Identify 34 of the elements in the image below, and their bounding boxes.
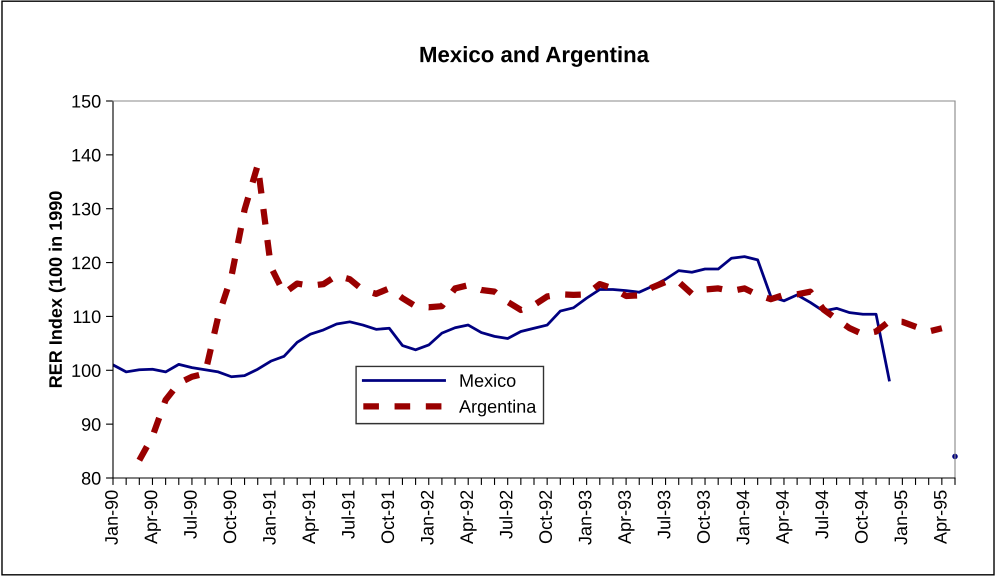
x-tick-label: Jan-93 (578, 490, 592, 545)
x-tick-label: Jul-92 (499, 490, 513, 539)
x-tick-label: Jul-94 (815, 490, 828, 539)
y-tick-label: 110 (74, 310, 100, 324)
x-tick-label: Oct-90 (223, 490, 236, 544)
y-axis-title: RER Index (100 in 1990 (48, 191, 66, 388)
y-tick-label: 120 (72, 256, 100, 270)
x-tick-label: Oct-91 (381, 490, 394, 544)
x-tick-label: Apr-93 (618, 490, 635, 544)
legend-label: Mexico (460, 374, 516, 387)
x-tick-label: Jul-91 (341, 490, 355, 539)
x-tick-label: Jan-90 (105, 490, 118, 545)
x-tick-label: Jan-95 (894, 490, 908, 545)
x-tick-label: Apr-94 (776, 490, 792, 544)
x-tick-label: Apr-95 (934, 490, 950, 544)
y-tick-label: 100 (72, 364, 100, 378)
legend-label: Argentina (459, 400, 536, 416)
y-tick-label: 90 (82, 418, 100, 431)
x-tick-label: Oct-92 (539, 490, 552, 544)
x-tick-label: Jul-90 (184, 490, 197, 539)
x-tick-label: Apr-91 (302, 490, 319, 544)
chart-title: Mexico and Argentina (420, 46, 650, 67)
x-tick-label: Oct-93 (697, 490, 710, 544)
x-tick-label: Oct-94 (854, 490, 868, 544)
y-tick-label: 150 (72, 94, 100, 108)
x-tick-label: Apr-90 (144, 490, 161, 544)
x-tick-label: Jul-93 (657, 490, 670, 539)
y-tick-label: 80 (82, 472, 100, 485)
y-tick-label: 140 (72, 148, 100, 162)
y-tick-label: 130 (72, 202, 100, 216)
x-tick-label: Jan-92 (420, 490, 434, 545)
x-tick-label: Jan-94 (736, 490, 750, 545)
x-tick-label: Apr-92 (460, 490, 477, 544)
x-tick-label: Jan-91 (262, 490, 276, 545)
